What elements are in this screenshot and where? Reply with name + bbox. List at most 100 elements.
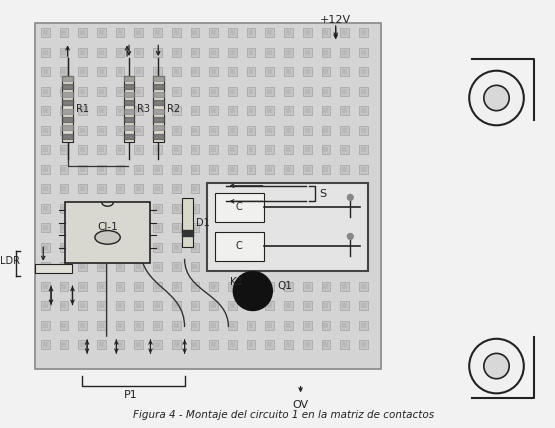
Bar (230, 50, 235, 55)
Bar (340, 340, 349, 349)
Text: Q1: Q1 (277, 281, 292, 291)
Bar (228, 28, 237, 37)
Bar (155, 186, 160, 191)
Bar (115, 48, 124, 56)
Bar (228, 87, 237, 95)
Bar (209, 106, 218, 115)
Bar (174, 108, 179, 113)
Bar (78, 67, 87, 76)
Bar (193, 186, 198, 191)
Bar (41, 262, 49, 271)
Bar (174, 89, 179, 94)
Bar (359, 48, 368, 56)
Circle shape (469, 71, 524, 125)
Bar (361, 108, 366, 113)
Bar (153, 106, 162, 115)
Bar (153, 301, 162, 310)
Bar (303, 243, 311, 252)
Bar (80, 303, 85, 308)
Bar (190, 165, 199, 173)
Bar (303, 106, 311, 115)
Bar (118, 186, 123, 191)
Bar (190, 243, 199, 252)
Bar (268, 342, 272, 347)
Bar (324, 128, 329, 133)
Bar (211, 69, 216, 74)
Bar (265, 262, 274, 271)
Bar (155, 303, 160, 308)
Bar (286, 69, 291, 74)
Bar (97, 28, 105, 37)
Bar (324, 186, 329, 191)
Bar (303, 67, 311, 76)
Bar (155, 245, 160, 250)
Bar (172, 340, 180, 349)
Bar (153, 165, 162, 173)
Bar (209, 67, 218, 76)
Bar (340, 321, 349, 330)
Bar (41, 223, 49, 232)
Circle shape (347, 234, 353, 239)
Bar (78, 340, 87, 349)
Bar (342, 323, 347, 327)
Bar (246, 301, 255, 310)
Bar (324, 69, 329, 74)
Bar (359, 87, 368, 95)
Bar (340, 67, 349, 76)
Bar (62, 76, 73, 142)
Bar (230, 89, 235, 94)
Bar (97, 48, 105, 56)
Bar (215, 193, 264, 222)
Bar (174, 323, 179, 327)
Bar (340, 165, 349, 173)
Bar (359, 67, 368, 76)
Bar (249, 323, 254, 327)
Bar (97, 145, 105, 154)
Bar (172, 28, 180, 37)
Text: OV: OV (292, 400, 309, 410)
Bar (268, 69, 272, 74)
Bar (193, 128, 198, 133)
Text: +12V: +12V (320, 15, 351, 25)
Bar (118, 167, 123, 172)
Bar (118, 147, 123, 152)
Text: R2: R2 (166, 104, 180, 114)
Bar (265, 67, 274, 76)
Bar (99, 30, 104, 35)
Bar (228, 282, 237, 291)
Bar (359, 223, 368, 232)
Bar (286, 128, 291, 133)
Bar (265, 223, 274, 232)
Bar (97, 223, 105, 232)
Bar (249, 89, 254, 94)
Bar (78, 87, 87, 95)
Bar (155, 147, 160, 152)
Ellipse shape (95, 231, 120, 244)
Bar (303, 321, 311, 330)
Bar (118, 323, 123, 327)
Bar (211, 186, 216, 191)
Bar (303, 126, 311, 134)
Bar (230, 342, 235, 347)
Bar (249, 342, 254, 347)
Bar (137, 89, 141, 94)
Bar (43, 303, 48, 308)
Circle shape (484, 354, 509, 379)
Bar (78, 204, 87, 213)
Bar (193, 245, 198, 250)
Bar (172, 184, 180, 193)
Bar (59, 184, 68, 193)
Bar (97, 87, 105, 95)
Bar (228, 321, 237, 330)
Bar (118, 108, 123, 113)
Bar (193, 30, 198, 35)
Bar (321, 321, 330, 330)
Bar (43, 323, 48, 327)
Bar (303, 301, 311, 310)
Bar (137, 264, 141, 269)
Bar (265, 282, 274, 291)
Bar (62, 264, 67, 269)
Bar (41, 165, 49, 173)
Bar (246, 48, 255, 56)
Bar (342, 264, 347, 269)
